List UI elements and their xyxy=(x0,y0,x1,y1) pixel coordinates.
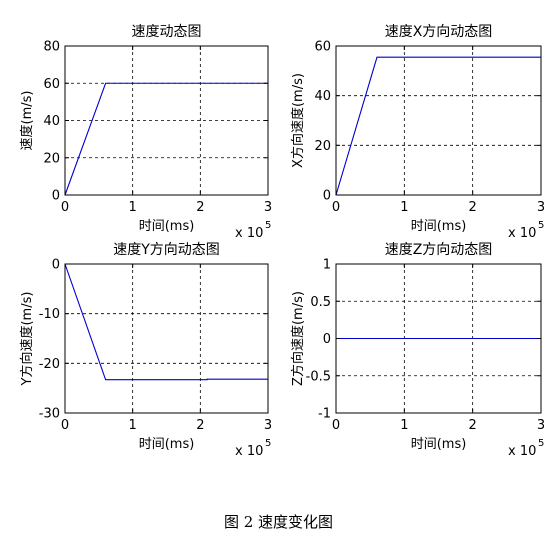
y-axis-label: Y方向速度(m/s) xyxy=(19,292,35,387)
x-tick-label: 2 xyxy=(196,200,204,215)
y-axis-label: X方向速度(m/s) xyxy=(290,73,306,168)
y-tick-label: 20 xyxy=(43,151,60,166)
chart-title: 速度Y方向动态图 xyxy=(113,242,220,258)
series-line-1 xyxy=(335,56,541,196)
x-tick-label: 2 xyxy=(469,418,477,433)
y-axis-label: Z方向速度(m/s) xyxy=(290,291,306,386)
series-line-1 xyxy=(64,263,268,381)
y-tick-label: 80 xyxy=(43,40,60,55)
x-axis-label: 时间(ms) xyxy=(411,437,467,452)
x-tick-label: 0 xyxy=(332,418,340,433)
plot-area xyxy=(65,264,268,413)
axes-box xyxy=(335,45,542,196)
x-tick-label: 1 xyxy=(400,418,408,433)
y-tick-label: 40 xyxy=(314,89,331,104)
figure-caption: 图 2 速度变化图 xyxy=(223,513,334,531)
x-axis-label: 时间(ms) xyxy=(139,219,195,234)
x-axis-multiplier: x 10 xyxy=(235,226,263,241)
y-tick-label: 0 xyxy=(323,332,331,347)
y-tick-label: 0 xyxy=(323,189,331,204)
chart-title: 速度动态图 xyxy=(132,24,202,40)
x-tick-label: 1 xyxy=(129,200,137,215)
x-tick-label: 3 xyxy=(537,418,545,433)
y-tick-label: -1 xyxy=(318,407,331,422)
x-axis-exponent: 5 xyxy=(538,220,544,231)
x-tick-label: 1 xyxy=(400,200,408,215)
x-tick-label: 1 xyxy=(129,418,137,433)
x-axis-multiplier: x 10 xyxy=(508,444,536,459)
y-tick-label: 60 xyxy=(43,77,60,92)
y-tick-label: -10 xyxy=(39,307,60,322)
y-tick-label: -20 xyxy=(39,357,60,372)
y-tick-label: 20 xyxy=(314,139,331,154)
chart-title: 速度X方向动态图 xyxy=(385,24,493,40)
x-axis-label: 时间(ms) xyxy=(139,437,195,452)
x-tick-label: 3 xyxy=(537,200,545,215)
y-tick-label: 1 xyxy=(323,258,331,273)
y-axis-label: 速度(m/s) xyxy=(19,91,35,151)
x-axis-multiplier: x 10 xyxy=(235,444,263,459)
x-tick-label: 0 xyxy=(61,418,69,433)
x-tick-label: 3 xyxy=(264,418,272,433)
plot-area xyxy=(336,46,541,195)
x-tick-label: 2 xyxy=(196,418,204,433)
chart-title: 速度Z方向动态图 xyxy=(385,242,493,258)
x-tick-label: 3 xyxy=(264,200,272,215)
x-axis-multiplier: x 10 xyxy=(508,226,536,241)
x-tick-label: 2 xyxy=(469,200,477,215)
y-tick-label: -0.5 xyxy=(306,369,331,384)
series-line-1 xyxy=(64,82,268,196)
x-axis-label: 时间(ms) xyxy=(411,219,467,234)
x-tick-label: 0 xyxy=(61,200,69,215)
y-tick-label: 40 xyxy=(43,114,60,129)
y-tick-label: 0 xyxy=(52,258,60,273)
x-axis-exponent: 5 xyxy=(265,438,271,449)
axes-box xyxy=(64,263,269,414)
x-axis-exponent: 5 xyxy=(538,438,544,449)
y-tick-label: 0 xyxy=(52,189,60,204)
x-axis-exponent: 5 xyxy=(265,220,271,231)
y-tick-label: 0.5 xyxy=(310,295,331,310)
y-tick-label: -30 xyxy=(39,407,60,422)
y-tick-label: 60 xyxy=(314,40,331,55)
x-tick-label: 0 xyxy=(332,200,340,215)
